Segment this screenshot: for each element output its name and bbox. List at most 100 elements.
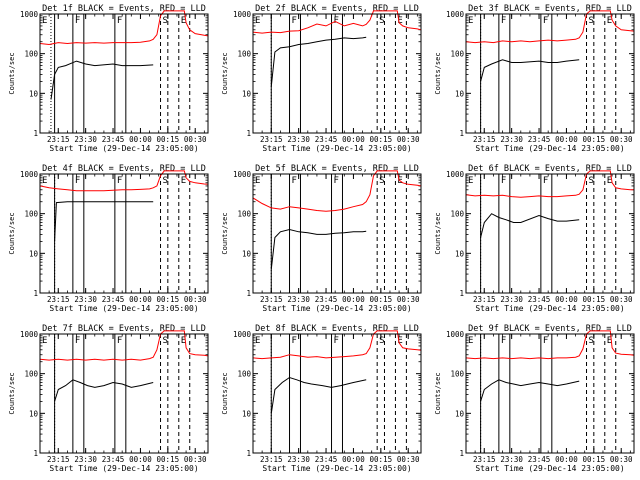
x-tick-label: 23:30 xyxy=(500,295,523,304)
lld-series-line xyxy=(39,330,209,361)
events-series-line xyxy=(480,379,580,402)
y-tick-label: 10 xyxy=(29,409,39,418)
y-tick-label: 10 xyxy=(455,89,465,98)
x-axis-label: Start Time (29-Dec-14 23:05:00) xyxy=(49,304,198,313)
interval-label: E xyxy=(468,336,473,346)
panel-title: Det 1f BLACK = Events, RED = LLD xyxy=(42,4,206,14)
interval-label: F xyxy=(117,176,122,186)
x-tick-label: 23:45 xyxy=(102,455,125,464)
panel-title: Det 2f BLACK = Events, RED = LLD xyxy=(255,4,419,14)
x-tick-label: 23:45 xyxy=(315,295,338,304)
y-tick-label: 100 xyxy=(237,210,251,219)
y-tick-label: 10 xyxy=(455,409,465,418)
x-tick-label: 23:30 xyxy=(287,295,310,304)
interval-label: F xyxy=(292,336,297,346)
y-tick-label: 1 xyxy=(33,449,38,458)
plot-frame xyxy=(39,173,209,294)
interval-label: F xyxy=(334,336,339,346)
detector-panel: Det 3f BLACK = Events, RED = LLD 1 10 100 10… xyxy=(434,4,635,153)
detector-panel: Det 8f BLACK = Events, RED = LLD 1 10 100 10… xyxy=(221,324,422,473)
interval-label: E xyxy=(42,336,47,346)
detector-panel: Det 1f BLACK = Events, RED = LLD 1 10 100 10… xyxy=(8,4,209,153)
y-tick-label: 1 xyxy=(459,449,464,458)
interval-label: E xyxy=(607,336,612,346)
x-tick-label: 00:15 xyxy=(157,135,180,144)
interval-label: E xyxy=(468,176,473,186)
detector-panel: Det 9f BLACK = Events, RED = LLD 1 10 100 10… xyxy=(434,324,635,473)
y-tick-label: 1000 xyxy=(446,170,465,179)
events-series-line xyxy=(270,376,367,414)
x-tick-label: 23:30 xyxy=(287,455,310,464)
x-axis-label: Start Time (29-Dec-14 23:05:00) xyxy=(475,464,624,473)
panel-title: Det 4f BLACK = Events, RED = LLD xyxy=(42,164,206,174)
x-axis-label: Start Time (29-Dec-14 23:05:00) xyxy=(262,144,411,153)
x-tick-label: 23:15 xyxy=(473,135,496,144)
interval-label: S xyxy=(163,336,168,346)
x-tick-label: 23:15 xyxy=(260,135,283,144)
y-tick-label: 1 xyxy=(459,289,464,298)
detector-panel: Det 6f BLACK = Events, RED = LLD 1 10 100 10… xyxy=(434,164,635,313)
y-tick-label: 1 xyxy=(246,129,251,138)
y-tick-label: 1000 xyxy=(20,170,39,179)
x-axis-label: Start Time (29-Dec-14 23:05:00) xyxy=(49,464,198,473)
x-tick-label: 00:00 xyxy=(129,135,152,144)
y-tick-label: 100 xyxy=(24,210,38,219)
interval-label: F xyxy=(501,336,506,346)
interval-label: F xyxy=(334,16,339,26)
y-tick-label: 1000 xyxy=(233,10,252,19)
interval-label: S xyxy=(379,176,384,186)
interval-label: F xyxy=(75,16,80,26)
x-tick-label: 23:15 xyxy=(473,455,496,464)
x-tick-label: 00:15 xyxy=(157,455,180,464)
x-axis-label: Start Time (29-Dec-14 23:05:00) xyxy=(475,304,624,313)
detector-panel: Det 7f BLACK = Events, RED = LLD 1 10 100 10… xyxy=(8,324,209,473)
interval-label: S xyxy=(163,16,168,26)
events-series-line xyxy=(270,228,367,270)
x-tick-label: 00:30 xyxy=(184,135,207,144)
interval-label: F xyxy=(292,16,297,26)
y-tick-label: 10 xyxy=(455,249,465,258)
x-tick-label: 00:30 xyxy=(610,135,633,144)
interval-label: E xyxy=(181,16,186,26)
panel-title: Det 5f BLACK = Events, RED = LLD xyxy=(255,164,419,174)
x-tick-label: 23:15 xyxy=(260,455,283,464)
interval-label: E xyxy=(181,336,186,346)
y-tick-label: 10 xyxy=(29,89,39,98)
y-tick-label: 100 xyxy=(24,50,38,59)
panel-title: Det 8f BLACK = Events, RED = LLD xyxy=(255,324,419,334)
interval-label: F xyxy=(292,176,297,186)
interval-label: E xyxy=(181,176,186,186)
plot-frame xyxy=(465,13,635,134)
y-tick-label: 100 xyxy=(450,370,464,379)
interval-label: S xyxy=(589,16,594,26)
plot-frame xyxy=(252,173,422,294)
y-tick-label: 10 xyxy=(242,89,252,98)
x-tick-label: 00:15 xyxy=(370,135,393,144)
y-axis-label: Counts/sec xyxy=(8,212,16,254)
x-tick-label: 00:15 xyxy=(583,135,606,144)
interval-label: F xyxy=(334,176,339,186)
x-tick-label: 00:30 xyxy=(397,295,420,304)
x-tick-label: 23:45 xyxy=(102,295,125,304)
x-tick-label: 23:15 xyxy=(473,295,496,304)
x-tick-label: 23:30 xyxy=(74,455,97,464)
x-tick-label: 23:45 xyxy=(315,455,338,464)
x-tick-label: 00:30 xyxy=(184,295,207,304)
x-tick-label: 00:30 xyxy=(184,455,207,464)
interval-label: S xyxy=(589,336,594,346)
y-axis-label: Counts/sec xyxy=(8,372,16,414)
lld-series-line xyxy=(252,10,422,34)
detector-panel: Det 2f BLACK = Events, RED = LLD 1 10 100 10… xyxy=(221,4,422,153)
y-tick-label: 1000 xyxy=(233,170,252,179)
x-tick-label: 00:30 xyxy=(610,295,633,304)
x-tick-label: 23:45 xyxy=(528,295,551,304)
y-tick-label: 1 xyxy=(459,129,464,138)
x-axis-label: Start Time (29-Dec-14 23:05:00) xyxy=(49,144,198,153)
x-tick-label: 00:15 xyxy=(583,455,606,464)
interval-label: F xyxy=(117,16,122,26)
y-axis-label: Counts/sec xyxy=(434,212,442,254)
y-tick-label: 10 xyxy=(29,249,39,258)
x-tick-label: 00:30 xyxy=(610,455,633,464)
x-tick-label: 00:00 xyxy=(129,455,152,464)
interval-label: E xyxy=(397,336,402,346)
